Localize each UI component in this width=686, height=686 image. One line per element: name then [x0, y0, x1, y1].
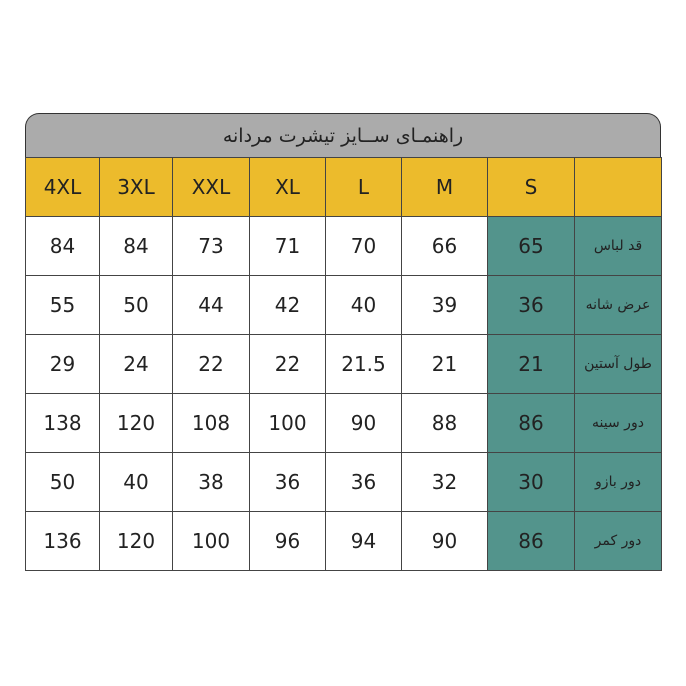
size-value: 120	[99, 511, 173, 571]
size-value: 40	[99, 452, 173, 512]
size-value: 108	[172, 393, 250, 453]
table-row: قد لباس 65 66 70 71 73 84 84	[25, 216, 662, 276]
size-value: 65	[487, 216, 575, 276]
size-value: 21	[487, 334, 575, 394]
size-value: 38	[172, 452, 250, 512]
size-value: 86	[487, 393, 575, 453]
measurement-label: دور کمر	[574, 511, 662, 571]
size-value: 32	[401, 452, 488, 512]
measurement-label: دور بازو	[574, 452, 662, 512]
size-value: 44	[172, 275, 250, 335]
measurement-label: طول آستین	[574, 334, 662, 394]
size-header: 4XL	[25, 157, 100, 217]
size-chart: راهنمـای ســایز تیشرت مردانه S M L XL XXL 3XL…	[25, 113, 662, 571]
size-value: 90	[325, 393, 402, 453]
size-table: S M L XL XXL 3XL 4XL قد لباس 65 66 70 71 73 84 84 عرض ش…	[25, 157, 662, 571]
size-value: 39	[401, 275, 488, 335]
size-value: 36	[487, 275, 575, 335]
size-value: 138	[25, 393, 100, 453]
header-row: S M L XL XXL 3XL 4XL	[25, 157, 662, 217]
size-value: 29	[25, 334, 100, 394]
table-row: عرض شانه 36 39 40 42 44 50 55	[25, 275, 662, 335]
size-value: 120	[99, 393, 173, 453]
size-value: 22	[172, 334, 250, 394]
size-value: 40	[325, 275, 402, 335]
size-value: 84	[99, 216, 173, 276]
measurement-label: عرض شانه	[574, 275, 662, 335]
size-value: 42	[249, 275, 326, 335]
size-header: XXL	[172, 157, 250, 217]
size-value: 90	[401, 511, 488, 571]
size-value: 94	[325, 511, 402, 571]
table-row: دور کمر 86 90 94 96 100 120 136	[25, 511, 662, 571]
size-value: 136	[25, 511, 100, 571]
size-value: 21	[401, 334, 488, 394]
size-value: 96	[249, 511, 326, 571]
size-value: 50	[99, 275, 173, 335]
size-value: 100	[249, 393, 326, 453]
chart-title: راهنمـای ســایز تیشرت مردانه	[25, 113, 661, 157]
table-row: دور سینه 86 88 90 100 108 120 138	[25, 393, 662, 453]
size-value: 73	[172, 216, 250, 276]
size-value: 30	[487, 452, 575, 512]
size-value: 71	[249, 216, 326, 276]
size-value: 22	[249, 334, 326, 394]
size-value: 36	[249, 452, 326, 512]
size-header: L	[325, 157, 402, 217]
size-header: S	[487, 157, 575, 217]
size-header: M	[401, 157, 488, 217]
size-value: 21.5	[325, 334, 402, 394]
size-value: 100	[172, 511, 250, 571]
measurement-label: قد لباس	[574, 216, 662, 276]
size-value: 36	[325, 452, 402, 512]
size-header: 3XL	[99, 157, 173, 217]
size-value: 66	[401, 216, 488, 276]
size-value: 24	[99, 334, 173, 394]
size-header: XL	[249, 157, 326, 217]
size-value: 86	[487, 511, 575, 571]
size-value: 55	[25, 275, 100, 335]
table-row: طول آستین 21 21 21.5 22 22 24 29	[25, 334, 662, 394]
size-value: 88	[401, 393, 488, 453]
size-value: 84	[25, 216, 100, 276]
size-value: 70	[325, 216, 402, 276]
measurement-label: دور سینه	[574, 393, 662, 453]
table-row: دور بازو 30 32 36 36 38 40 50	[25, 452, 662, 512]
header-corner	[574, 157, 662, 217]
size-value: 50	[25, 452, 100, 512]
